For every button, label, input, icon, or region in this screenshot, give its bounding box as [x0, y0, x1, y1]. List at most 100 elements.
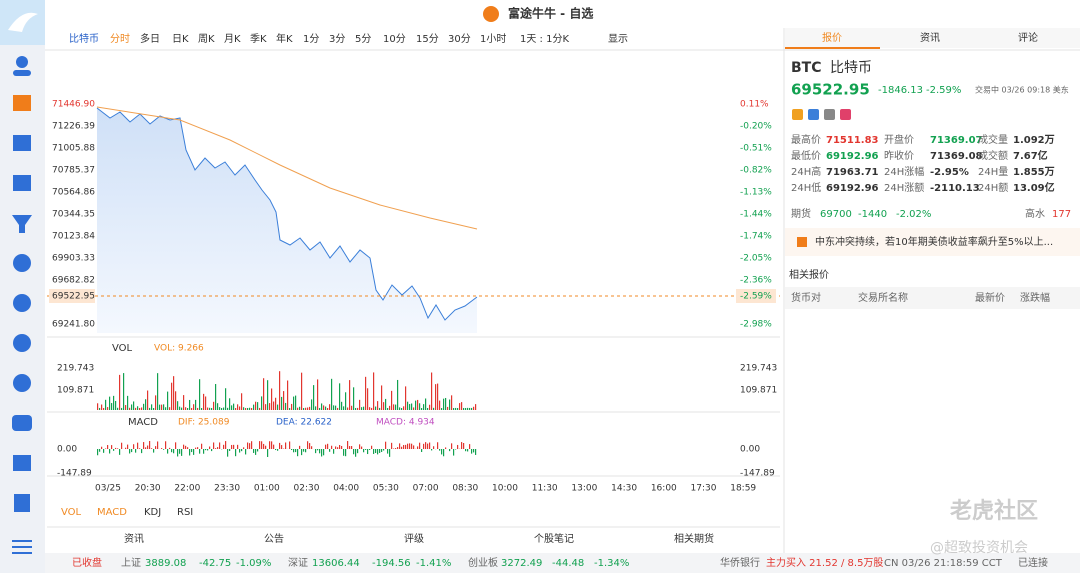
price-label: 71226.39	[52, 122, 95, 132]
period-tab[interactable]: 季K	[250, 33, 267, 45]
vol-bar	[241, 393, 243, 410]
vol-bar	[473, 406, 475, 410]
related-header: 最新价	[975, 291, 1005, 304]
macd-bar	[227, 449, 229, 457]
period-tab[interactable]: 日K	[172, 34, 189, 45]
period-tab[interactable]: 3分	[329, 33, 345, 45]
macd-bar	[253, 449, 255, 453]
macd-bar	[249, 443, 251, 449]
macd-bar	[333, 449, 335, 454]
stat-value: -2.95%	[930, 167, 969, 178]
period-tab[interactable]: 分时	[110, 33, 130, 45]
period-tab[interactable]: 多日	[140, 32, 160, 45]
vol-tick: 219.743	[57, 364, 94, 374]
stat-label: 最低价	[791, 149, 821, 162]
vol-bar	[423, 404, 425, 410]
vol-bar	[375, 406, 377, 410]
period-tab[interactable]: 15分	[416, 33, 439, 45]
vol-bar	[255, 401, 257, 410]
macd-bar	[311, 446, 313, 449]
vol-bar	[457, 407, 459, 410]
macd-bar	[413, 445, 415, 449]
vol-bar	[447, 406, 449, 410]
macd-bar	[365, 449, 367, 450]
macd-bar	[231, 444, 233, 449]
stat-label: 24H量	[978, 166, 1008, 178]
macd-bar	[111, 445, 113, 449]
vol-bar	[263, 378, 265, 410]
vol-bar	[313, 385, 315, 410]
price-label: 69241.80	[52, 320, 95, 330]
vol-bar	[167, 391, 169, 410]
macd-bar	[189, 449, 191, 456]
vol-bar	[335, 405, 337, 410]
bottom-tab[interactable]: 资讯	[124, 533, 144, 545]
vol-bar	[133, 401, 135, 410]
news-text: 中东冲突持续，若10年期美债收益率飙升至5%以上...	[815, 235, 1053, 248]
period-tab[interactable]: 1分	[303, 33, 319, 45]
macd-bar	[361, 446, 363, 449]
vol-bar	[387, 407, 389, 410]
panel-tab[interactable]: 评论	[1018, 31, 1038, 44]
period-tab[interactable]: 月K	[224, 33, 241, 45]
period-tab[interactable]: 10分	[383, 33, 406, 45]
bottom-tab[interactable]: 评级	[404, 533, 424, 545]
indicator-tab[interactable]: VOL	[61, 507, 82, 518]
vol-bar	[155, 395, 157, 410]
related-header: 货币对	[791, 291, 821, 304]
macd-bar	[271, 441, 273, 449]
period-tab[interactable]: 周K	[198, 33, 215, 45]
stat-value: -2110.13	[930, 183, 980, 194]
stat-value: 1.092万	[1013, 134, 1055, 146]
macd-bar	[349, 446, 351, 449]
macd-bar	[385, 441, 387, 449]
stock-code: BTC	[791, 60, 822, 76]
period-tab[interactable]: 年K	[276, 32, 293, 45]
vol-bar	[127, 395, 129, 410]
panel-tab[interactable]: 报价	[822, 31, 842, 44]
panel-tab[interactable]: 资讯	[920, 32, 940, 44]
vol-bar	[207, 407, 209, 410]
period-tab[interactable]: 显示	[608, 33, 628, 45]
bottom-tab[interactable]: 公告	[264, 532, 284, 545]
bottom-tab[interactable]: 个股笔记	[534, 532, 574, 545]
period-tab[interactable]: 1小时	[480, 33, 506, 45]
macd-bar	[379, 449, 381, 453]
macd-bar	[127, 444, 129, 449]
symbol-tab[interactable]: 比特币	[69, 33, 99, 45]
stat-value: 71511.83	[826, 135, 879, 146]
macd-bar	[239, 449, 241, 453]
macd-bar	[417, 446, 419, 449]
macd-dea: DEA: 22.622	[276, 418, 332, 428]
vol-bar	[193, 404, 195, 410]
period-tab[interactable]: 30分	[448, 33, 471, 45]
vol-bar	[123, 373, 125, 410]
vol-bar	[197, 407, 199, 410]
vol-bar	[445, 397, 447, 410]
vol-bar	[323, 405, 325, 410]
vol-bar	[391, 390, 393, 410]
macd-bar	[149, 441, 151, 449]
status-item: 上证	[121, 557, 141, 569]
vol-bar	[161, 404, 163, 410]
vol-bar	[185, 407, 187, 410]
vol-bar	[293, 396, 295, 410]
vol-bar	[321, 403, 323, 410]
indicator-tab[interactable]: KDJ	[144, 507, 161, 518]
vol-bar	[413, 407, 415, 410]
vol-bar	[355, 407, 357, 410]
indicator-tab[interactable]: RSI	[177, 507, 193, 518]
macd-bar	[141, 449, 143, 454]
vol-name: VOL	[112, 343, 133, 354]
bottom-tab[interactable]: 相关期货	[674, 532, 714, 545]
vol-bar	[343, 406, 345, 410]
vol-bar	[359, 399, 361, 410]
period-tab[interactable]: 5分	[355, 33, 371, 45]
vol-bar	[157, 373, 159, 410]
period-tab[interactable]: 1天 : 1分K	[520, 33, 569, 45]
indicator-tab[interactable]: MACD	[97, 507, 127, 518]
futures-item: -2.02%	[896, 209, 931, 220]
vol-bar	[209, 407, 211, 410]
macd-bar	[97, 449, 99, 456]
vol-bar	[247, 407, 249, 410]
